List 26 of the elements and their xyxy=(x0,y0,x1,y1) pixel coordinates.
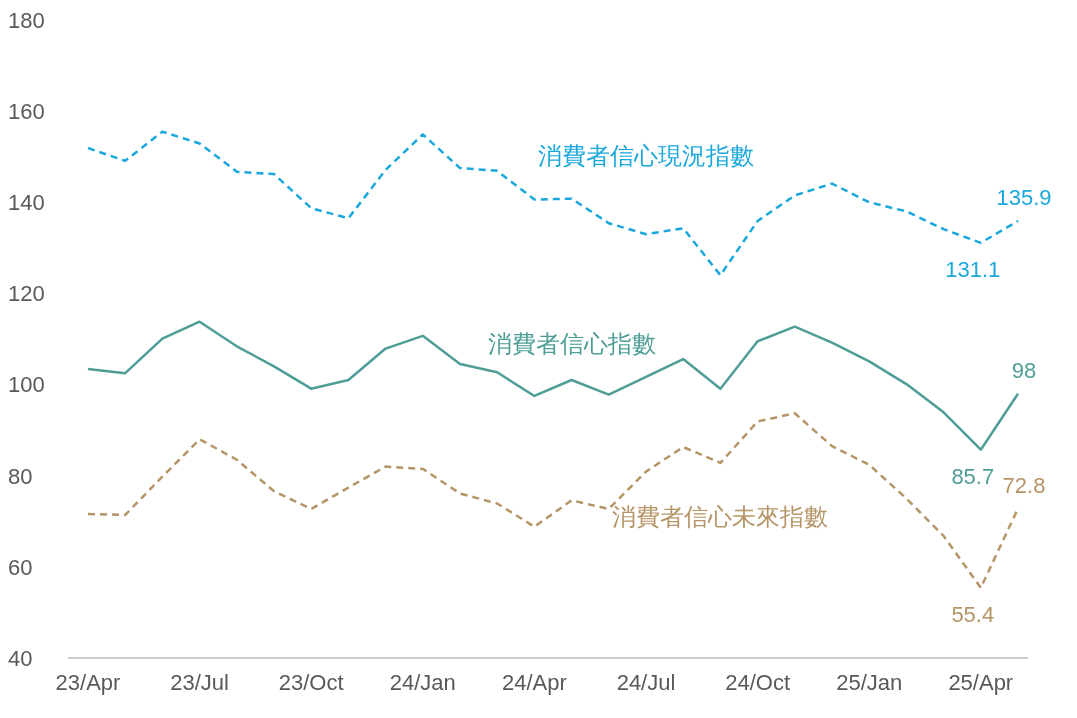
data-label: 85.7 xyxy=(951,463,995,489)
series-label: 消費者信心指數 xyxy=(487,330,656,358)
x-tick-label: 25/Apr xyxy=(948,669,1014,695)
y-tick-label: 160 xyxy=(8,98,45,124)
x-tick-label: 24/Apr xyxy=(501,669,567,695)
x-tick-label: 23/Oct xyxy=(278,669,344,695)
y-tick-label: 40 xyxy=(8,645,33,671)
x-tick-label: 23/Apr xyxy=(55,669,121,695)
x-tick-label: 25/Jan xyxy=(836,669,903,695)
data-label: 135.9 xyxy=(996,184,1052,210)
data-label: 55.4 xyxy=(951,601,995,627)
y-tick-label: 60 xyxy=(8,554,33,580)
data-label: 98 xyxy=(1011,357,1037,383)
y-tick-label: 140 xyxy=(8,190,45,216)
y-tick-label: 100 xyxy=(8,372,45,398)
x-tick-label: 23/Jul xyxy=(170,669,229,695)
y-tick-label: 80 xyxy=(8,463,33,489)
series-label: 消費者信心現況指數 xyxy=(538,142,754,170)
y-tick-label: 120 xyxy=(8,281,45,307)
data-label: 131.1 xyxy=(945,256,1001,282)
y-tick-label: 180 xyxy=(8,7,45,33)
data-label: 72.8 xyxy=(1002,472,1046,498)
series-label: 消費者信心未來指數 xyxy=(612,502,829,530)
x-tick-label: 24/Jul xyxy=(616,669,676,695)
x-tick-label: 24/Oct xyxy=(725,669,791,695)
x-tick-label: 24/Jan xyxy=(389,669,456,695)
